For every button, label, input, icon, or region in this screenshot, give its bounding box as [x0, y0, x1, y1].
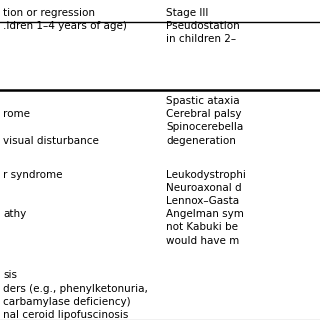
Text: Spastic ataxia
Cerebral palsy
Spinocerebella
degeneration: Spastic ataxia Cerebral palsy Spinocereb…	[166, 96, 244, 146]
Text: rome

visual disturbance: rome visual disturbance	[3, 96, 99, 146]
Text: tion or regression
.ldren 1–4 years of age): tion or regression .ldren 1–4 years of a…	[3, 8, 127, 31]
Text: Stage III
Pseudostation
in children 2–: Stage III Pseudostation in children 2–	[166, 8, 240, 44]
Text: sis
ders (e.g., phenylketonuria,
carbamylase deficiency)
nal ceroid lipofuscinos: sis ders (e.g., phenylketonuria, carbamy…	[3, 270, 148, 320]
Text: Leukodystrophi
Neuroaxonal d
Lennox–Gasta
Angelman sym
not Kabuki be
would have : Leukodystrophi Neuroaxonal d Lennox–Gast…	[166, 170, 246, 246]
Text: r syndrome


athy: r syndrome athy	[3, 170, 63, 219]
